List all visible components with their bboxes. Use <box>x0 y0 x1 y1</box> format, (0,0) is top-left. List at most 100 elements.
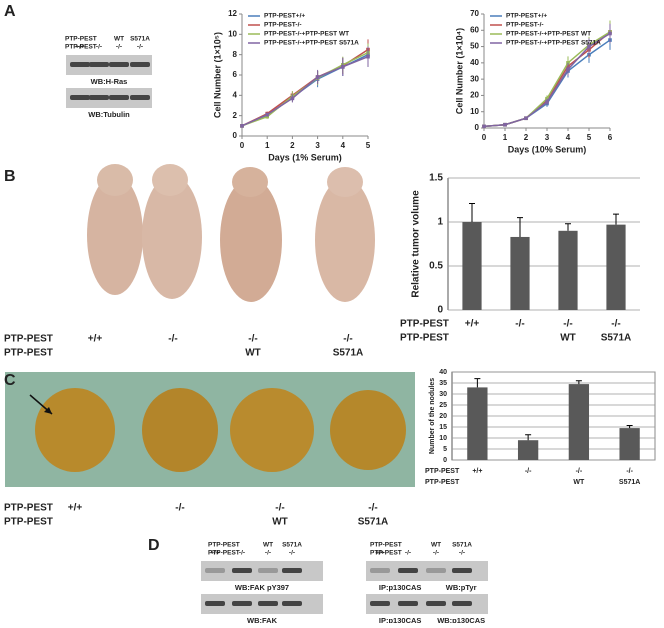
y-tick-label: 12 <box>228 9 237 18</box>
genotype-row-label: PTP-PEST <box>4 348 53 359</box>
x-tick-label: -/- <box>626 468 633 475</box>
x-tick-label: 4 <box>566 133 571 142</box>
lane-label: -/- <box>459 550 465 557</box>
x-tick-label: 3 <box>545 133 550 142</box>
y-tick-label: 10 <box>228 29 237 38</box>
error-bar <box>517 217 523 237</box>
blot-band <box>258 601 278 606</box>
x-tick-label: -/- <box>515 319 524 330</box>
genotype-row-label: PTP-PEST <box>4 503 53 514</box>
panel-label: A <box>4 3 16 20</box>
blot-band <box>109 95 129 100</box>
marker <box>315 75 320 79</box>
blot-band <box>232 568 252 573</box>
y-tick-label: 1.5 <box>429 173 443 184</box>
blot-band <box>89 62 109 67</box>
bar <box>510 236 530 310</box>
error-bar <box>565 223 571 231</box>
y-tick-label: 1 <box>437 217 443 228</box>
y-tick-label: 50 <box>470 42 479 51</box>
lung-photo <box>5 372 415 487</box>
blot-band <box>205 601 225 606</box>
error-bar <box>626 424 633 429</box>
x-tick-label: +/+ <box>472 468 482 475</box>
x-tick-label: 3 <box>315 141 320 150</box>
x-tick-sublabel: WT <box>560 333 576 344</box>
legend-label: PTP-PEST+/+ <box>264 13 305 20</box>
genotype-label: WT <box>272 517 288 528</box>
lane-label: -/- <box>137 44 143 51</box>
marker <box>341 65 345 69</box>
y-tick-label: 30 <box>470 74 479 83</box>
x-tick-label: 2 <box>290 141 295 150</box>
x-tick-label: +/+ <box>465 319 480 330</box>
genotype-label: -/- <box>368 503 377 514</box>
error-bar <box>613 213 619 225</box>
genotype-label: -/- <box>175 503 184 514</box>
genotype-row-label: PTP-PEST <box>4 334 53 345</box>
y-tick-label: 0 <box>233 131 238 140</box>
x-axis-title: Days (10% Serum) <box>508 144 587 154</box>
marker <box>566 67 570 72</box>
x-tick-label: 5 <box>366 141 371 150</box>
y-axis-title: Number of the nodules <box>429 378 436 454</box>
series-line <box>241 56 369 127</box>
blot-band <box>70 62 90 67</box>
genotype-label: S571A <box>333 348 364 359</box>
lane-label: WT <box>114 36 124 43</box>
lane-label: -/- <box>289 550 295 557</box>
legend-label: PTP-PEST-/- <box>264 22 302 29</box>
marker <box>545 100 549 104</box>
y-tick-label: 8 <box>233 50 238 59</box>
bar <box>517 440 539 460</box>
y-tick-label: 0 <box>437 305 443 316</box>
blot-band <box>205 568 225 573</box>
x-tick-sublabel: S571A <box>601 333 632 344</box>
blot-band <box>70 95 90 100</box>
panel-label: B <box>4 168 16 185</box>
x-tick-label: 1 <box>503 133 508 142</box>
blot-row-label: PTP-PEST <box>208 550 240 557</box>
y-tick-label: 0 <box>475 123 480 132</box>
blot-band <box>258 568 278 573</box>
genotype-label: -/- <box>248 334 257 345</box>
marker <box>503 122 507 127</box>
lane-label: S571A <box>282 542 302 549</box>
x-tick-label: -/- <box>611 319 620 330</box>
series-line <box>483 39 611 128</box>
marker <box>482 124 486 129</box>
legend-label: PTP-PEST-/-+PTP-PEST S571A <box>264 40 359 47</box>
error-bar <box>469 203 475 222</box>
marker <box>587 44 591 49</box>
blot-band <box>426 568 446 573</box>
y-tick-label: 20 <box>470 91 479 100</box>
panel-label: D <box>148 537 160 554</box>
blot-row-label: PTP-PEST <box>65 44 97 51</box>
bar <box>462 222 482 310</box>
y-tick-label: 70 <box>470 9 479 18</box>
mouse-photos <box>87 164 375 302</box>
lane-label: WT <box>431 542 441 549</box>
y-tick-label: 6 <box>233 70 238 79</box>
legend-label: PTP-PEST-/-+PTP-PEST S571A <box>506 40 601 47</box>
blot-band <box>398 601 418 606</box>
blot-row-label: PTP-PEST <box>208 542 240 549</box>
blot-band <box>426 601 446 606</box>
blot-band <box>130 95 150 100</box>
panel-label: C <box>4 372 16 389</box>
blot-label: IP:p130CAS <box>379 583 422 592</box>
blot-row-label: PTP-PEST <box>370 542 402 549</box>
blot-row-label: PTP-PEST <box>370 550 402 557</box>
legend-label: PTP-PEST-/-+PTP-PEST WT <box>264 31 349 38</box>
x-tick-label: 2 <box>524 133 529 142</box>
lane-label: -/- <box>116 44 122 51</box>
blot-label: WB:p130CAS <box>437 616 485 623</box>
lane-label: S571A <box>452 542 472 549</box>
blot-row-label: PTP-PEST <box>65 36 97 43</box>
legend-label: PTP-PEST-/- <box>506 22 544 29</box>
x-tick-label: 0 <box>240 141 245 150</box>
y-tick-label: 0 <box>443 457 447 464</box>
blot-band <box>109 62 129 67</box>
blot-label: WB:pTyr <box>446 583 477 592</box>
